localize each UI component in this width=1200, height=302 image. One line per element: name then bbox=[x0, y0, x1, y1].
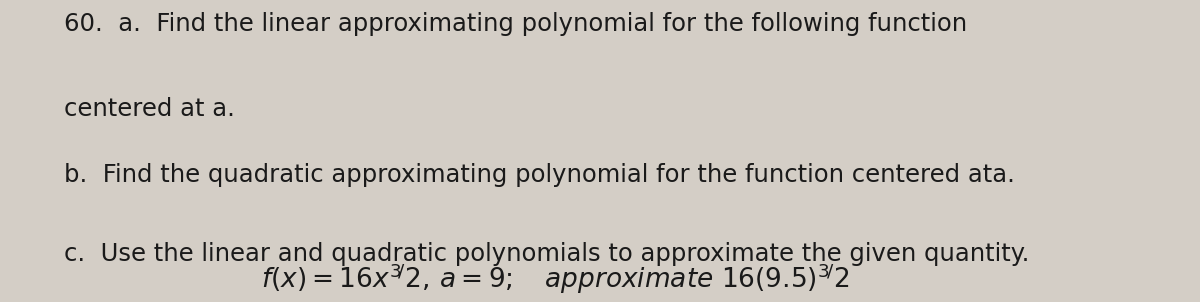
Text: $f(x) = 16x^{3\!/}2,\,a = 9;$$\quad \mathit{approximate}\ 16(9.5)^{3\!/}2$: $f(x) = 16x^{3\!/}2,\,a = 9;$$\quad \mat… bbox=[262, 262, 850, 296]
Text: centered at a.: centered at a. bbox=[65, 97, 235, 120]
Text: b.  Find the quadratic approximating polynomial for the function centered ata.: b. Find the quadratic approximating poly… bbox=[65, 163, 1015, 187]
Text: c.  Use the linear and quadratic polynomials to approximate the given quantity.: c. Use the linear and quadratic polynomi… bbox=[65, 242, 1030, 265]
Text: 60.  a.  Find the linear approximating polynomial for the following function: 60. a. Find the linear approximating pol… bbox=[65, 12, 967, 36]
